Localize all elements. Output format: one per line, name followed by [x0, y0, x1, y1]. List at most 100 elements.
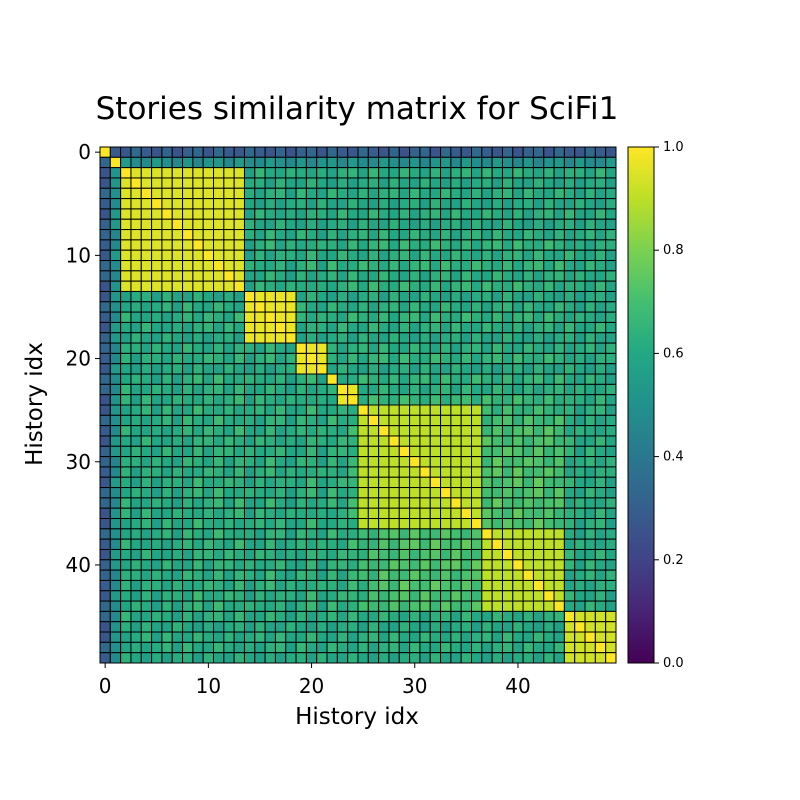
heatmap-cell: [501, 218, 514, 231]
heatmap-cell: [202, 631, 215, 643]
heatmap-cell: [202, 590, 215, 602]
heatmap-cell: [491, 290, 503, 303]
heatmap-cell: [161, 260, 173, 272]
heatmap-cell: [594, 518, 607, 530]
heatmap-cell: [274, 342, 287, 354]
heatmap-cell: [140, 218, 153, 231]
heatmap-cell: [367, 229, 380, 241]
heatmap-cell: [305, 445, 318, 458]
heatmap-cell: [151, 497, 163, 509]
heatmap-cell: [460, 363, 473, 375]
heatmap-cell: [522, 652, 534, 664]
heatmap-cell: [182, 208, 194, 220]
heatmap-cell: [357, 218, 369, 231]
heatmap-cell: [130, 487, 142, 499]
heatmap-cell: [223, 528, 235, 540]
heatmap-cell: [305, 239, 318, 251]
heatmap-cell: [574, 559, 586, 571]
heatmap-cell: [347, 187, 359, 200]
heatmap-cell: [440, 373, 452, 385]
heatmap-cell: [109, 425, 122, 437]
heatmap-cell: [130, 559, 142, 571]
heatmap-cell: [574, 569, 586, 581]
heatmap-cell: [109, 218, 122, 231]
heatmap-cell: [295, 435, 307, 447]
heatmap-cell: [243, 414, 256, 427]
heatmap-cell: [326, 198, 338, 210]
heatmap-cell: [202, 394, 215, 406]
heatmap-cell: [419, 435, 431, 447]
heatmap-cell: [99, 198, 111, 210]
heatmap-cell: [440, 445, 452, 458]
heatmap-cell: [151, 290, 163, 303]
heatmap-cell: [99, 239, 111, 251]
heatmap-cell: [522, 208, 534, 220]
heatmap-cell: [254, 280, 266, 292]
heatmap-cell: [233, 507, 245, 520]
heatmap-cell: [440, 208, 452, 220]
heatmap-cell: [398, 321, 411, 334]
heatmap-cell: [336, 352, 349, 365]
heatmap-cell: [316, 290, 328, 303]
heatmap-cell: [605, 352, 617, 365]
heatmap-cell: [264, 156, 276, 169]
heatmap-cell: [192, 352, 204, 365]
heatmap-cell: [501, 332, 514, 344]
heatmap-cell: [120, 218, 132, 231]
heatmap-cell: [130, 156, 142, 169]
heatmap-cell: [316, 528, 328, 540]
heatmap-cell: [367, 270, 380, 282]
heatmap-cell: [574, 229, 586, 241]
heatmap-cell: [553, 239, 565, 251]
heatmap-cell: [109, 146, 122, 158]
heatmap-cell: [316, 621, 328, 633]
heatmap-cell: [109, 373, 122, 385]
heatmap-cell: [357, 435, 369, 447]
heatmap-cell: [584, 167, 596, 179]
heatmap-cell: [594, 569, 607, 581]
heatmap-cell: [151, 538, 163, 550]
heatmap-cell: [316, 425, 328, 437]
heatmap-cell: [594, 631, 607, 643]
heatmap-cell: [243, 641, 256, 654]
heatmap-cell: [213, 445, 225, 458]
heatmap-cell: [491, 476, 503, 489]
heatmap-cell: [182, 198, 194, 210]
heatmap-cell: [326, 559, 338, 571]
heatmap-cell: [460, 156, 473, 169]
heatmap-cell: [605, 239, 617, 251]
heatmap-cell: [419, 383, 431, 396]
heatmap-cell: [243, 270, 256, 282]
heatmap-cell: [161, 548, 173, 561]
heatmap-cell: [202, 198, 215, 210]
heatmap-cell: [347, 208, 359, 220]
heatmap-cell: [99, 373, 111, 385]
heatmap-cell: [130, 590, 142, 602]
colorbar-ticks: 0.00.20.40.60.81.0: [654, 140, 684, 671]
y-tick-label: 0: [78, 140, 91, 164]
y-tick-label: 10: [66, 243, 91, 267]
heatmap-cell: [295, 218, 307, 231]
heatmap-cell: [171, 600, 184, 612]
heatmap-cell: [491, 538, 503, 550]
heatmap-cell: [481, 497, 493, 509]
heatmap-cell: [223, 270, 235, 282]
heatmap-cell: [563, 373, 576, 385]
heatmap-cell: [605, 528, 617, 540]
heatmap-cell: [295, 621, 307, 633]
heatmap-cell: [481, 456, 493, 468]
heatmap-cell: [378, 621, 390, 633]
heatmap-cell: [171, 342, 184, 354]
heatmap-cell: [471, 239, 483, 251]
heatmap-cell: [388, 218, 400, 231]
heatmap-cell: [264, 363, 276, 375]
heatmap-cell: [347, 507, 359, 520]
heatmap-cell: [419, 342, 431, 354]
heatmap-cell: [378, 456, 390, 468]
heatmap-cell: [233, 249, 245, 262]
heatmap-cell: [192, 342, 204, 354]
heatmap-cell: [254, 425, 266, 437]
heatmap-cell: [130, 610, 142, 623]
heatmap-cell: [388, 321, 400, 334]
heatmap-cell: [378, 332, 390, 344]
